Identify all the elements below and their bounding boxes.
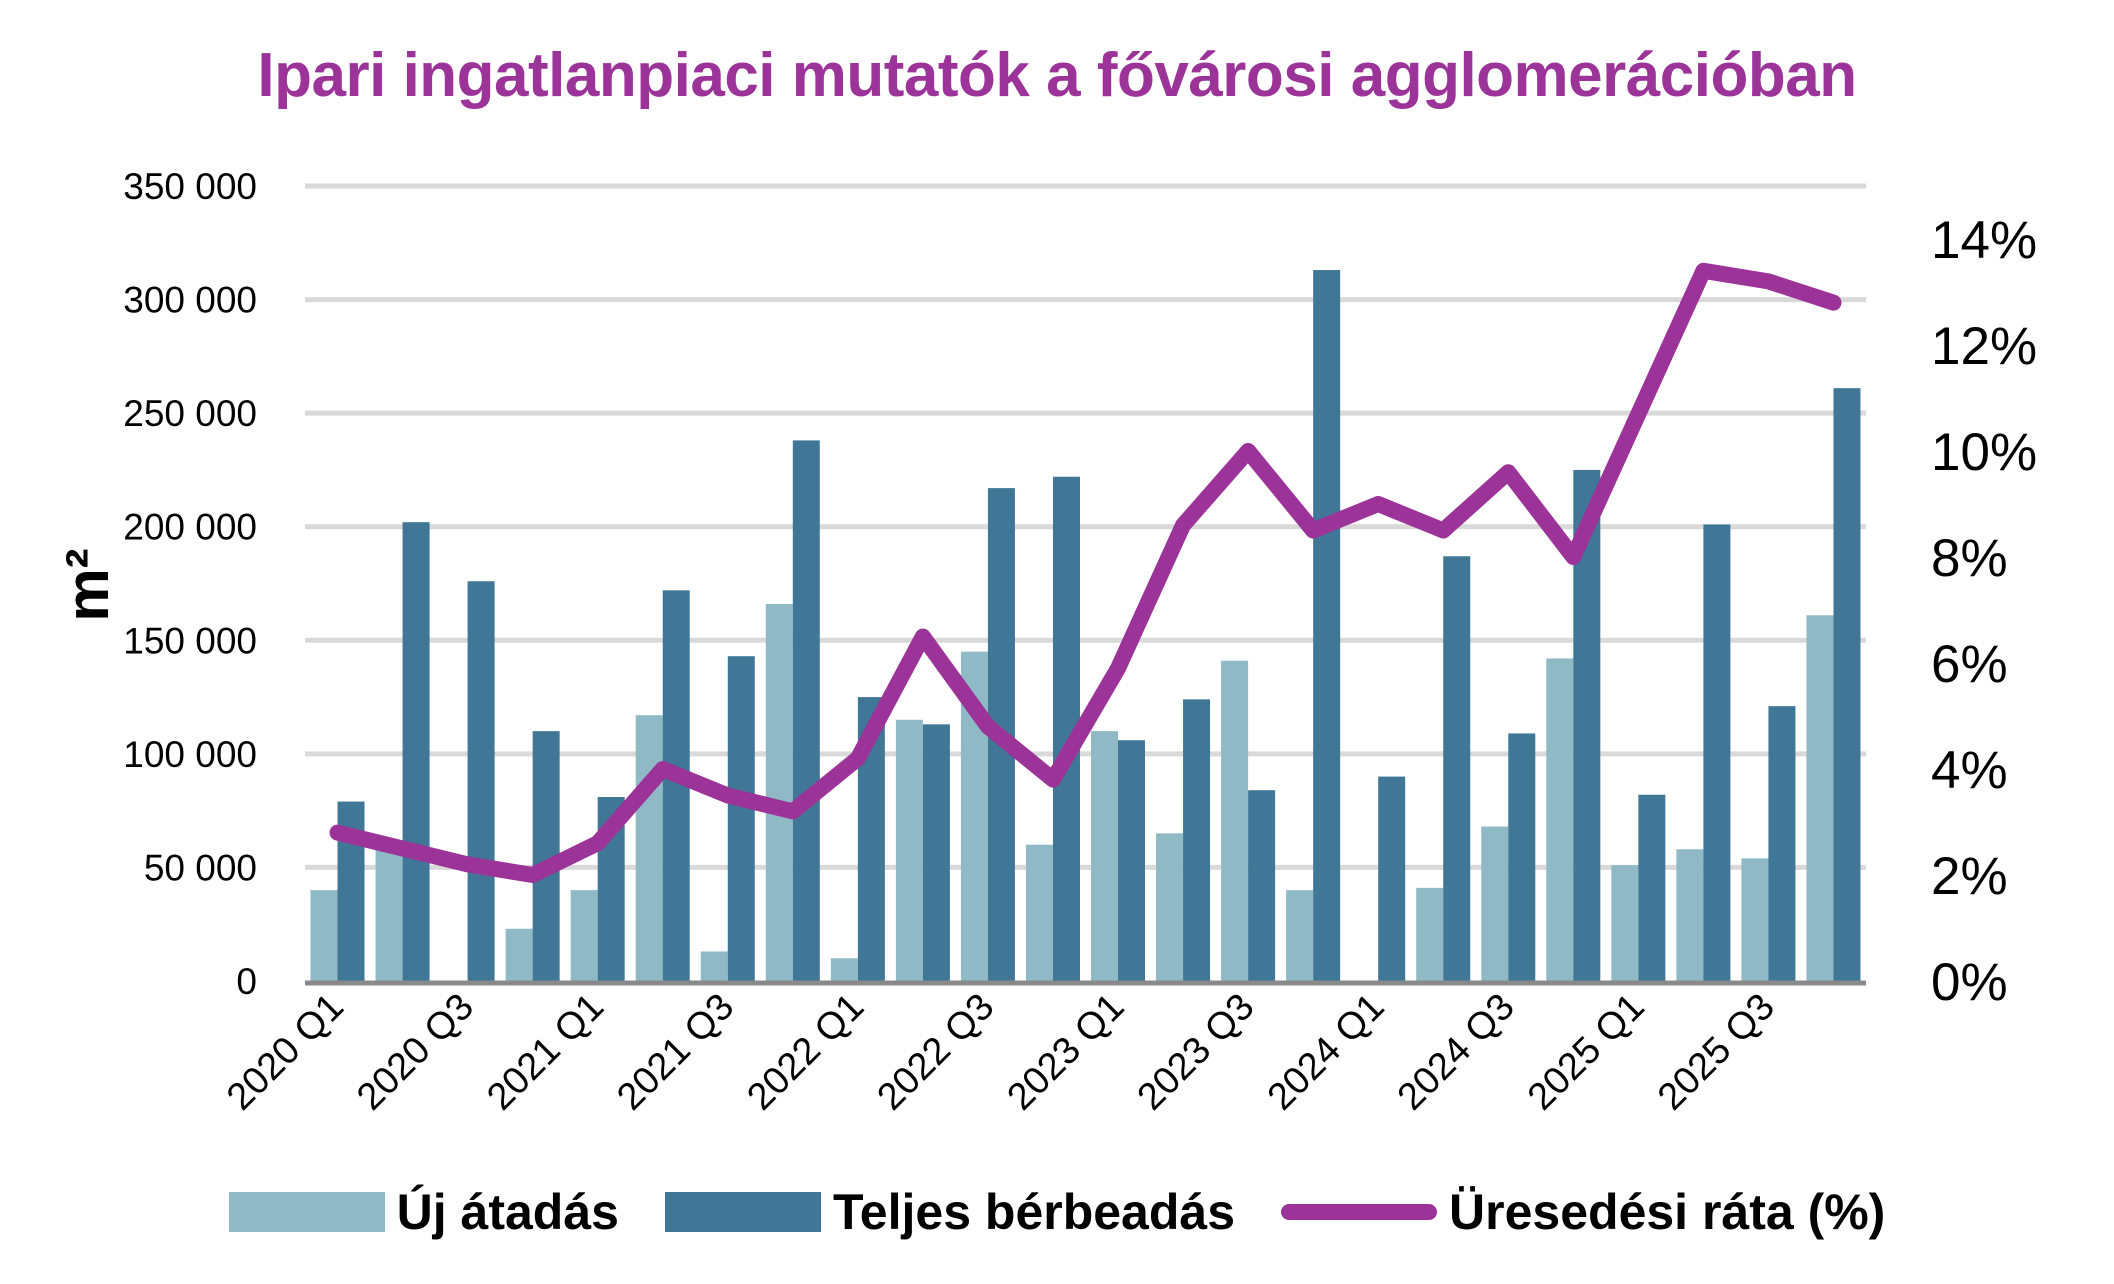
y-tick-label: 150 000 [123,620,257,661]
bar-uj-atadas [1481,826,1509,981]
y-tick-label: 350 000 [123,166,257,207]
x-tick-label: 2024 Q1 [1260,986,1393,1119]
legend-item-teljes-berbeadas: Teljes bérbeadás [664,1183,1236,1241]
bar-uj-atadas [1091,731,1119,981]
y-right-tick-label: 0% [1931,953,2008,1012]
bar-uj-atadas [895,719,923,981]
bar-teljes-berbeadas [467,581,495,981]
bar-teljes-berbeadas [1508,733,1536,981]
legend-label: Teljes bérbeadás [832,1184,1236,1240]
legend-label: Üresedési ráta (%) [1449,1184,1886,1240]
bar-uj-atadas [1611,865,1639,981]
y-right-tick-label: 6% [1931,635,2008,694]
x-tick-label: 2022 Q3 [870,986,1003,1119]
bar-uj-atadas [700,951,728,981]
x-tick-label: 2020 Q1 [219,986,352,1119]
x-tick-label: 2020 Q3 [349,986,482,1119]
y-right-tick-label: 2% [1931,847,2008,906]
legend-swatch-teljes-berbeadas [664,1192,821,1232]
x-tick-label: 2022 Q1 [739,986,872,1119]
y-right-tick-label: 14% [1931,211,2037,270]
x-tick-label: 2021 Q3 [609,986,742,1119]
y-tick-label: 200 000 [123,507,257,548]
x-tick-label: 2025 Q1 [1520,986,1653,1119]
bar-teljes-berbeadas [1703,524,1731,981]
chart-title: Ipari ingatlanpiaci mutatók a fővárosi a… [257,41,1857,110]
y-right-tick-label: 8% [1931,529,2008,588]
y-axis-label: m² [54,548,121,621]
legend-swatch-uj-atadas [228,1192,385,1232]
bar-teljes-berbeadas [1833,388,1861,982]
y-tick-label: 300 000 [123,280,257,321]
bar-teljes-berbeadas [1638,794,1666,981]
x-tick-label: 2025 Q3 [1650,986,1783,1119]
legend-item-uresedesi-rata: Üresedési ráta (%) [1281,1183,1885,1241]
y-tick-label: 0 [236,961,257,1002]
x-tick-label: 2023 Q1 [1000,986,1133,1119]
bar-uj-atadas [1546,658,1574,981]
bar-uj-atadas [635,715,663,981]
bar-teljes-berbeadas [1118,740,1146,981]
legend: Új átadás Teljes bérbeadás Üresedési rát… [0,1183,2114,1241]
bar-uj-atadas [765,603,793,981]
bar-teljes-berbeadas [402,522,430,981]
bar-teljes-berbeadas [727,656,755,981]
bar-uj-atadas [1416,887,1444,981]
bar-teljes-berbeadas [1378,776,1406,981]
line-uresedesi-rata [329,262,1842,883]
bar-uj-atadas [1156,833,1184,981]
legend-swatch-uresedesi-rata [1281,1204,1438,1220]
bar-uj-atadas [1025,844,1053,981]
y-right-tick-label: 4% [1931,741,2008,800]
bar-teljes-berbeadas [1313,270,1341,981]
bar-teljes-berbeadas [1768,706,1796,981]
bar-teljes-berbeadas [1183,699,1211,981]
legend-label: Új átadás [396,1184,619,1240]
bar-uj-atadas [570,890,598,981]
bar-uj-atadas [1676,849,1704,981]
bar-uj-atadas [830,958,858,981]
y-tick-label: 100 000 [123,734,257,775]
bar-uj-atadas [1286,890,1314,981]
x-tick-label: 2024 Q3 [1390,986,1523,1119]
x-tick-label: 2023 Q3 [1130,986,1263,1119]
y-right-tick-label: 10% [1931,423,2037,482]
bar-teljes-berbeadas [792,440,820,981]
bar-uj-atadas [375,849,403,981]
x-tick-label: 2021 Q1 [479,986,612,1119]
bar-uj-atadas [1741,858,1769,981]
y-tick-label: 250 000 [123,393,257,434]
bar-teljes-berbeadas [1248,790,1276,981]
bar-teljes-berbeadas [1443,556,1471,981]
bar-teljes-berbeadas [922,724,950,981]
bar-uj-atadas [505,928,533,981]
bar-uj-atadas [1806,615,1834,981]
bar-uj-atadas [1221,660,1249,981]
bar-uj-atadas [310,890,338,981]
y-right-tick-label: 12% [1931,317,2037,376]
y-tick-label: 50 000 [144,847,257,888]
legend-item-uj-atadas: Új átadás [228,1183,619,1241]
